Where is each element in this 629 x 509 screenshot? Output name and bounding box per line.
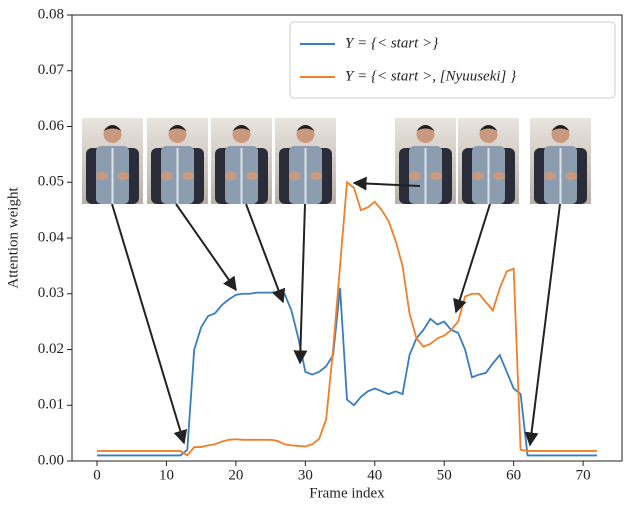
photo xyxy=(147,118,208,204)
y-tick-label: 0.01 xyxy=(38,397,64,413)
arrows xyxy=(111,176,561,447)
arrow xyxy=(111,203,188,445)
y-tick-label: 0.07 xyxy=(38,62,65,78)
y-tick-label: 0.08 xyxy=(38,6,64,22)
arrow xyxy=(524,203,561,447)
legend-box xyxy=(289,21,616,99)
arrow xyxy=(352,176,421,191)
y-tick-label: 0.02 xyxy=(38,341,64,357)
x-tick-label: 70 xyxy=(576,467,591,483)
legend: Y = {< start >} Y = {< start >, [Nyuuseki… xyxy=(289,21,616,99)
x-tick-label: 30 xyxy=(298,467,313,483)
y-tick-label: 0.04 xyxy=(38,229,65,245)
arrow xyxy=(453,203,491,314)
x-tick-label: 10 xyxy=(159,467,174,483)
y-axis-label: Attention weight xyxy=(5,187,21,289)
x-tick-label: 60 xyxy=(506,467,521,483)
photo xyxy=(275,118,336,204)
photo xyxy=(530,118,591,204)
photo xyxy=(211,118,272,204)
x-tick-label: 20 xyxy=(228,467,243,483)
x-tick-label: 40 xyxy=(367,467,382,483)
arrow xyxy=(245,203,286,304)
x-tick-label: 50 xyxy=(437,467,452,483)
series-line xyxy=(97,288,597,457)
photo xyxy=(82,118,143,204)
photos xyxy=(82,118,591,204)
x-tick-label: 0 xyxy=(93,467,101,483)
plot-area xyxy=(97,180,597,457)
y-tick-label: 0.06 xyxy=(38,118,65,134)
y-tick-label: 0.00 xyxy=(38,452,64,468)
y-tick-label: 0.03 xyxy=(38,285,64,301)
arrow xyxy=(175,203,237,292)
legend-label: Y = {< start >} xyxy=(345,35,438,51)
legend-label: Y = {< start >, [Nyuuseki] } xyxy=(345,68,516,84)
photo xyxy=(458,118,519,204)
arrow xyxy=(293,203,308,365)
photo xyxy=(395,118,456,204)
y-tick-label: 0.05 xyxy=(38,174,64,190)
x-axis-label: Frame index xyxy=(309,485,385,501)
series-line xyxy=(97,180,597,457)
